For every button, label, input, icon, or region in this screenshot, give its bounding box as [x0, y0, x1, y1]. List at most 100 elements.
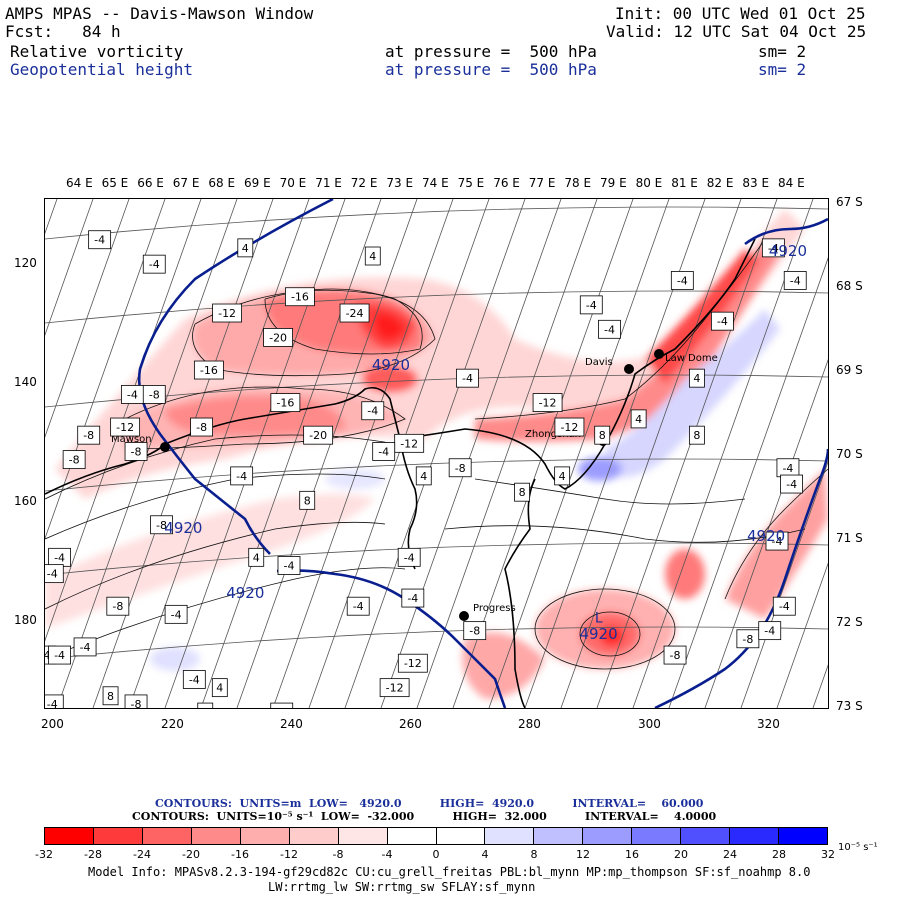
longitude-label: 81 E: [671, 176, 698, 190]
longitude-label: 82 E: [706, 176, 734, 190]
longitude-label: 64 E: [66, 176, 93, 190]
field2-name: Geopotential height: [10, 60, 194, 79]
contour-label: -4: [45, 694, 64, 708]
contour-label: -8: [463, 621, 487, 641]
contour-label: -8: [142, 385, 166, 404]
contour-label: -4: [73, 637, 97, 657]
contour-label-text: -8: [156, 519, 167, 532]
contour-label-text: 4: [202, 706, 209, 708]
contour-label: -4: [397, 547, 421, 567]
contour-label: -4: [758, 621, 782, 641]
station-progress-dot[interactable]: [459, 611, 469, 621]
contour-label-text: 8: [304, 494, 311, 507]
contour-label: 4: [688, 368, 705, 388]
contour-label: 4: [554, 466, 571, 486]
contour-label: -12: [212, 303, 242, 323]
station-label: Progress: [473, 603, 516, 614]
latitude-label: 67 S: [836, 195, 863, 209]
colorbar-swatch: [338, 828, 388, 844]
contour-label: -4: [670, 271, 694, 290]
station-lawdome-dot[interactable]: [654, 349, 664, 359]
contour-label-text: -8: [83, 429, 94, 442]
contour-label: -4: [164, 604, 188, 624]
height-contour-label: 4920: [747, 527, 785, 545]
contour-label-text: -4: [677, 274, 688, 287]
contour-label-text: -4: [47, 698, 58, 708]
contour-label: 4: [237, 238, 254, 258]
contour-label-text: 8: [107, 690, 114, 703]
contour-label-text: -4: [407, 592, 418, 605]
longitude-label: 84 E: [778, 176, 805, 190]
x-tick-label: 200: [41, 717, 64, 731]
longitude-label: 74 E: [422, 176, 449, 190]
colorbar-tick-label: 32: [821, 848, 835, 861]
y-tick-label: 140: [14, 375, 37, 389]
longitude-label: 73 E: [386, 176, 414, 190]
latitude-label: 68 S: [836, 279, 863, 293]
colorbar-tick-label: 28: [772, 848, 786, 861]
longitude-label: 67 E: [172, 176, 200, 190]
height-labels: 4920 4920 4920 4920 4920 4920: [164, 242, 807, 643]
contour-label-text: -4: [586, 299, 597, 312]
meridian-line: [92, 199, 274, 708]
field2-level: at pressure = 500 hPa: [385, 60, 597, 79]
contour-label: -4: [182, 670, 206, 689]
contour-label-text: -8: [455, 462, 466, 475]
meridian-line: [45, 199, 94, 336]
contour-labels: -4 -4 -4 4 4 -4 -4 -4 -16 -12 -24 -20 -4 -4 -16 -4 -8 -16…: [45, 230, 807, 708]
field1-level: at pressure = 500 hPa: [385, 42, 597, 61]
station-mawson-dot[interactable]: [160, 442, 170, 452]
height-contours: [137, 199, 828, 708]
colorbar-unit: 10⁻⁵ s⁻¹: [838, 842, 878, 853]
colorbar-tick-label: -24: [133, 848, 151, 861]
contour-label: -4: [776, 458, 800, 478]
contour-label: -4: [456, 368, 479, 388]
contour-label: -16: [270, 393, 301, 413]
longitude-label: 77 E: [528, 176, 556, 190]
colorbar-swatch: [142, 828, 192, 844]
colorbar-swatch: [583, 828, 633, 844]
colorbar-swatch: [45, 828, 94, 844]
contour-label: 8: [102, 686, 119, 706]
longitude-label: 66 E: [137, 176, 164, 190]
contour-label-text: -4: [54, 551, 65, 564]
contour-label-text: 4: [559, 470, 566, 483]
map-title: AMPS MPAS -- Davis-Mawson Window: [5, 4, 314, 23]
meridian-line: [776, 562, 828, 708]
field1-name: Relative vorticity: [10, 42, 184, 61]
contour-label: 4: [364, 246, 381, 266]
contour-label-text: 4: [635, 413, 642, 426]
meridian-line: [128, 199, 310, 708]
station-davis-dot[interactable]: [624, 364, 634, 374]
contour-label: -12: [397, 653, 428, 673]
parallel-line: [45, 626, 828, 660]
colorbar-swatch: [485, 828, 535, 844]
contour-label-text: -8: [131, 445, 142, 458]
meridian-line: [488, 199, 670, 708]
contour-label-text: -8: [469, 625, 480, 638]
contour-label: -4: [121, 385, 144, 404]
contour-label: -4: [401, 588, 425, 608]
contour-label: -4: [361, 401, 385, 421]
station-label: Law Dome: [665, 353, 718, 364]
contour-label-text: -4: [47, 568, 58, 581]
contour-label-text: -16: [276, 397, 294, 410]
latitude-label: 70 S: [836, 447, 863, 461]
parallel-line: [45, 206, 828, 240]
map-panel[interactable]: Mawson Davis Zhongshan Progress Law Dome…: [44, 198, 829, 709]
contour-label: 8: [594, 425, 611, 445]
station-label: Zhongshan: [525, 429, 581, 440]
colorbar-swatch: [387, 828, 437, 844]
meridian-line: [272, 199, 454, 708]
contour-label: -4: [598, 319, 621, 339]
latitude-label: 71 S: [836, 531, 863, 545]
contour-label: 4: [211, 678, 228, 698]
contour-label: -4: [780, 474, 803, 494]
contour-label-text: -8: [149, 388, 160, 401]
colorbar-swatch: [779, 828, 827, 844]
contour-label-text: 4: [242, 242, 249, 255]
station-label: Davis: [585, 357, 613, 368]
contour-label-text: -8: [670, 649, 681, 662]
meridian-line: [812, 664, 828, 708]
x-tick-label: 260: [399, 717, 422, 731]
